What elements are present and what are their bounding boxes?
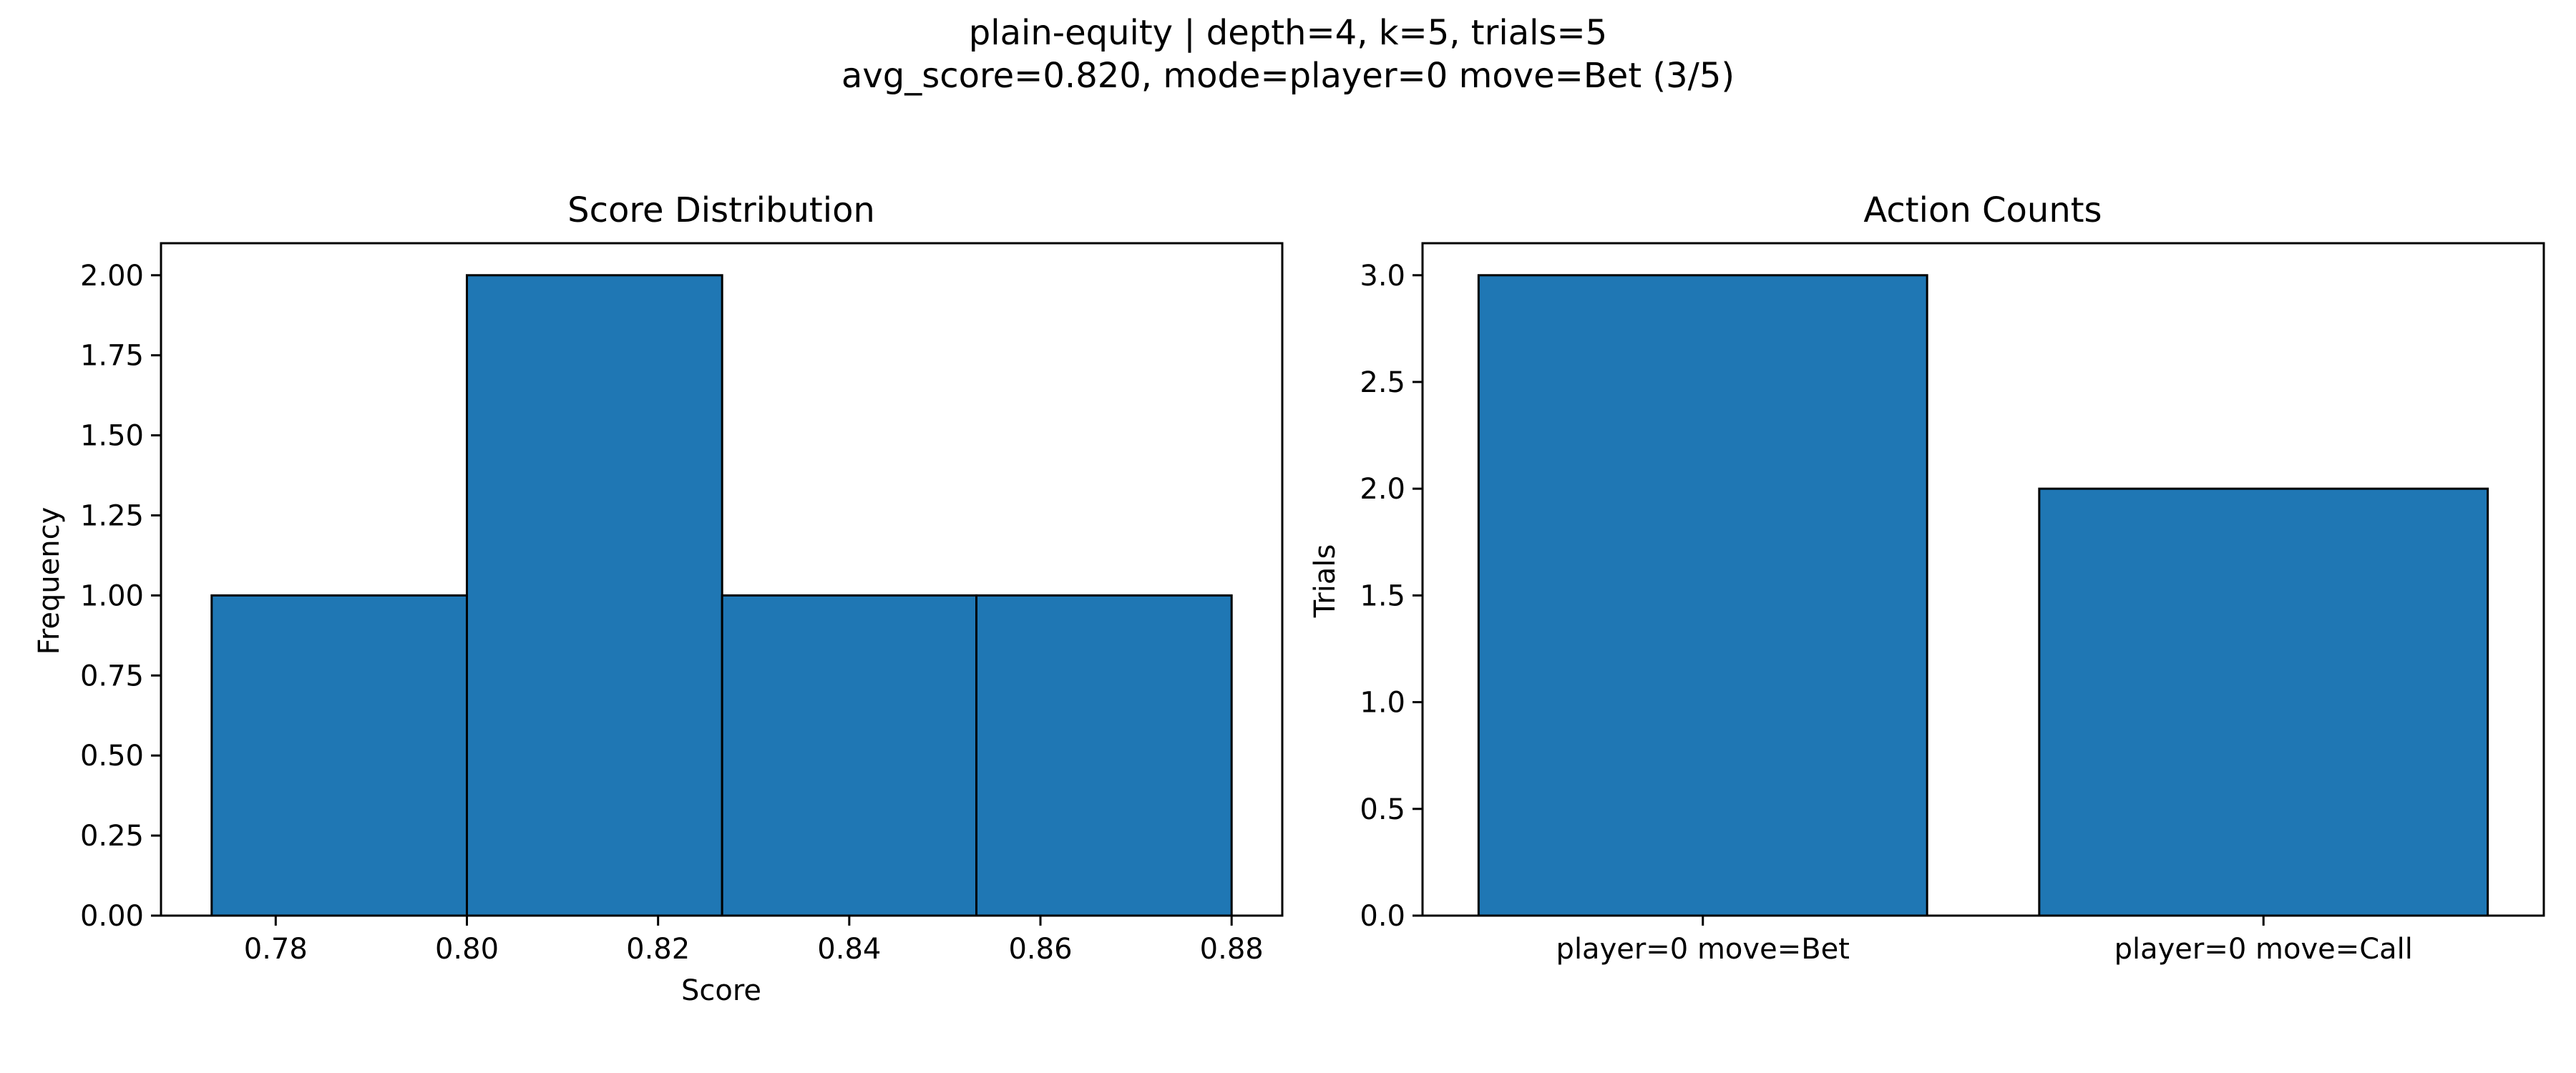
action-counts-ytick-label: 2.5 xyxy=(1360,366,1405,399)
score-distribution-xtick-label: 0.80 xyxy=(435,933,499,966)
histogram-bar xyxy=(465,274,723,917)
score-distribution-ytick-label: 1.00 xyxy=(80,579,144,612)
score-distribution-xlabel: Score xyxy=(681,974,761,1007)
action-counts-title: Action Counts xyxy=(1863,190,2102,230)
action-counts-ytick-label: 3.0 xyxy=(1360,260,1405,293)
score-distribution-ytick-label: 0.25 xyxy=(80,820,144,853)
score-distribution-ytick-label: 1.50 xyxy=(80,420,144,453)
action-count-bar xyxy=(2038,487,2489,917)
figure-suptitle-line1: plain-equity | depth=4, k=5, trials=5 xyxy=(969,13,1607,53)
figure-suptitle-line2: avg_score=0.820, mode=player=0 move=Bet … xyxy=(841,56,1735,96)
action-counts-ytick-label: 0.0 xyxy=(1360,900,1405,933)
action-counts-chart: Action Counts Trials 0.0 0.5 1.0 1.5 2.0 2.5 3… xyxy=(1309,190,2545,966)
histogram-bar xyxy=(721,594,978,917)
histogram-bar xyxy=(210,594,468,917)
score-distribution-xtick-label: 0.86 xyxy=(1008,933,1072,966)
score-distribution-ytick-label: 0.75 xyxy=(80,660,144,692)
score-distribution-xtick-label: 0.78 xyxy=(244,933,308,966)
score-distribution-ylabel: Frequency xyxy=(33,507,66,655)
score-distribution-chart: Score Distribution Score Frequency 0.00 0… xyxy=(33,190,1284,1007)
score-distribution-ytick-label: 1.75 xyxy=(80,340,144,373)
score-distribution-ytick-label: 2.00 xyxy=(80,260,144,293)
score-distribution-title: Score Distribution xyxy=(567,190,875,230)
score-distribution-xtick-label: 0.84 xyxy=(817,933,881,966)
action-counts-axes-frame xyxy=(1421,242,2545,917)
histogram-bar xyxy=(975,594,1233,917)
action-counts-ytick-label: 1.5 xyxy=(1360,579,1405,612)
action-counts-ytick-label: 2.0 xyxy=(1360,473,1405,506)
score-distribution-ytick-label: 1.25 xyxy=(80,499,144,532)
action-counts-ytick-label: 0.5 xyxy=(1360,793,1405,826)
action-counts-xtick-label: player=0 move=Bet xyxy=(1556,933,1850,966)
score-distribution-xtick-label: 0.88 xyxy=(1200,933,1264,966)
action-counts-xtick-label: player=0 move=Call xyxy=(2114,933,2413,966)
action-counts-ylabel: Trials xyxy=(1309,544,1342,619)
score-distribution-xtick-label: 0.82 xyxy=(626,933,690,966)
score-distribution-ytick-label: 0.00 xyxy=(80,900,144,933)
action-counts-ytick-label: 1.0 xyxy=(1360,687,1405,720)
score-distribution-axes-frame xyxy=(160,242,1284,917)
action-count-bar xyxy=(1477,274,1928,917)
score-distribution-ytick-label: 0.50 xyxy=(80,740,144,773)
